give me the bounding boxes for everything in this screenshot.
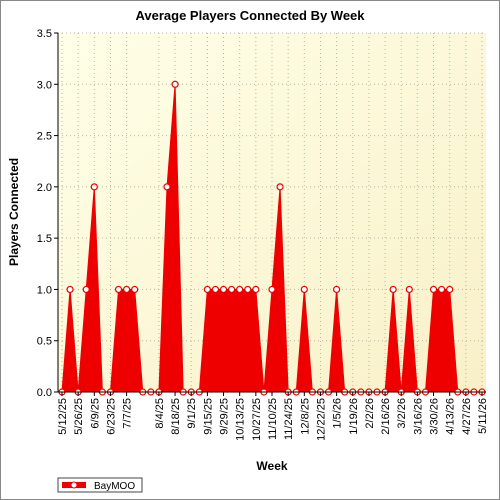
data-point: [268, 285, 276, 294]
data-point: [123, 285, 131, 294]
data-point: [131, 285, 139, 294]
x-axis-label: Week: [256, 459, 287, 473]
data-point: [82, 285, 90, 294]
x-tick-label: 11/24/25: [283, 398, 295, 440]
chart-title: Average Players Connected By Week: [135, 8, 365, 23]
y-tick-label: 0.5: [37, 336, 52, 348]
data-point: [438, 285, 446, 294]
x-tick-label: 5/26/25: [73, 398, 85, 435]
y-tick-label: 0.0: [37, 387, 52, 399]
data-point: [171, 80, 179, 88]
x-tick-label: 6/23/25: [105, 398, 117, 435]
data-point: [446, 285, 454, 294]
x-tick-label: 8/18/25: [170, 398, 182, 435]
x-tick-label: 5/12/25: [57, 398, 69, 435]
data-point: [333, 285, 341, 294]
data-point: [276, 183, 284, 191]
y-axis-label: Players Connected: [7, 158, 21, 266]
y-tick-label: 1.5: [37, 233, 52, 245]
x-tick-label: 2/2/26: [364, 398, 376, 429]
x-tick-label: 8/4/25: [154, 398, 166, 429]
x-tick-label: 10/13/25: [235, 398, 247, 441]
data-point: [219, 285, 228, 294]
x-tick-label: 1/19/26: [348, 398, 360, 435]
x-tick-label: 9/29/25: [219, 398, 231, 435]
y-tick-label: 1.0: [37, 284, 52, 296]
x-tick-label: 3/30/26: [429, 398, 441, 435]
x-tick-label: 9/15/25: [202, 398, 214, 435]
data-point: [389, 285, 397, 294]
x-tick-label: 7/7/25: [122, 398, 134, 429]
x-tick-label: 1/5/26: [332, 398, 344, 429]
x-tick-label: 12/8/25: [299, 398, 311, 435]
x-tick-label: 3/16/26: [412, 398, 424, 435]
x-tick-label: 4/13/26: [445, 398, 457, 435]
legend: BayMOO: [57, 477, 143, 493]
data-point: [300, 285, 308, 294]
legend-box: [57, 477, 143, 493]
y-tick-label: 2.5: [37, 131, 52, 143]
x-tick-label: 9/1/25: [186, 398, 198, 429]
x-tick-label: 10/27/25: [251, 398, 263, 441]
x-tick-label: 5/11/26: [477, 398, 489, 434]
data-point: [228, 285, 236, 294]
data-point: [66, 285, 74, 294]
y-tick-label: 3.0: [37, 79, 52, 91]
data-point: [90, 183, 98, 191]
data-point: [244, 285, 252, 294]
y-tick-label: 2.0: [37, 182, 52, 194]
data-point: [236, 285, 244, 294]
x-tick-label: 6/9/25: [89, 398, 101, 429]
data-point: [114, 285, 123, 294]
data-point: [203, 285, 211, 294]
data-point: [405, 285, 413, 294]
x-tick-label: 11/10/25: [267, 398, 279, 440]
axes: 0.0 0.5 1.0 1.5 2.0 2.5 3.0 3.5 5/12/25 5/26/25 6/…: [37, 28, 489, 441]
data-point: [252, 285, 260, 294]
data-point: [163, 183, 171, 191]
x-tick-label: 12/22/25: [315, 398, 327, 441]
legend-marker: [70, 481, 78, 489]
data-point: [429, 285, 438, 294]
x-tick-label: 2/16/26: [380, 398, 392, 435]
y-tick-label: 3.5: [37, 28, 52, 40]
x-tick-label: 4/27/26: [461, 398, 473, 435]
data-point: [211, 285, 220, 294]
legend-label: BayMOO: [94, 481, 135, 492]
x-tick-label: 3/2/26: [396, 398, 408, 429]
